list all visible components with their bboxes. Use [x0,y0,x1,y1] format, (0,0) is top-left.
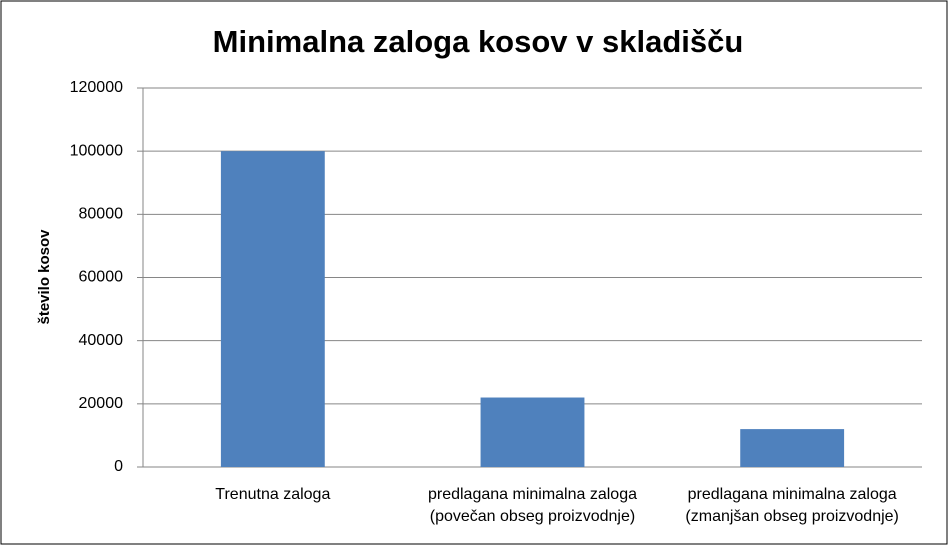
y-tick-label: 60000 [79,269,124,286]
bar [480,397,585,467]
y-tick-label: 0 [114,458,123,475]
y-tick-label: 100000 [70,142,123,159]
bar [740,429,845,467]
y-tick-label: 20000 [79,395,124,412]
x-tick-label: predlagana minimalna zaloga (zmanjšan ob… [685,486,899,525]
chart-title: Minimalna zaloga kosov v skladišču [213,24,744,59]
y-tick-label: 80000 [79,206,124,223]
y-tick-label: 120000 [70,79,123,96]
x-tick-label: Trenutna zaloga [215,486,331,503]
x-tick-label: predlagana minimalna zaloga (povečan obs… [427,486,637,525]
y-tick-label: 40000 [79,332,124,349]
bar [220,151,325,467]
y-axis-label: število kosov [36,229,53,325]
